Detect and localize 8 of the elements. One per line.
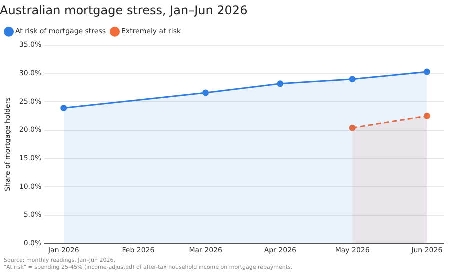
point [202,90,210,96]
chart-title: Australian mortgage stress, Jan–Jun 2026 [0,3,248,18]
point [424,112,430,120]
point [277,80,284,88]
point [349,76,356,83]
point [60,105,68,112]
point [349,124,356,132]
point [424,68,430,76]
